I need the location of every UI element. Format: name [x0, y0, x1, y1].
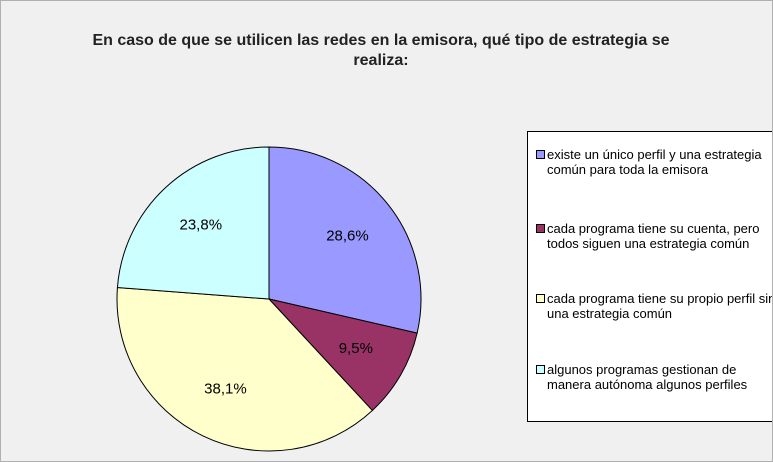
legend-entry: existe un único perfil y una estrategia …: [536, 147, 772, 177]
pie-plot: 28,6% 9,5% 38,1% 23,8%: [116, 146, 422, 452]
pie-slice: [268, 146, 422, 334]
legend-label: cada programa tiene su propio perfil sin…: [547, 291, 773, 321]
legend-entry: algunos programas gestionan de manera au…: [536, 362, 772, 392]
legend-swatch: [536, 365, 545, 374]
legend-swatch: [536, 294, 545, 303]
legend-entry: cada programa tiene su cuenta, pero todo…: [536, 221, 772, 251]
legend-label: existe un único perfil y una estrategia …: [547, 147, 762, 177]
pie-slice: [116, 146, 270, 300]
legend-label: cada programa tiene su cuenta, pero todo…: [547, 221, 760, 251]
legend-label: algunos programas gestionan de manera au…: [547, 362, 748, 392]
pie-slice: [116, 287, 374, 452]
data-label: 9,5%: [339, 340, 373, 357]
legend: existe un único perfil y una estrategia …: [527, 131, 773, 422]
legend-swatch: [536, 224, 545, 233]
chart-title: En caso de que se utilicen las redes en …: [92, 32, 670, 69]
data-label: 23,8%: [180, 216, 223, 233]
data-label: 28,6%: [326, 227, 369, 244]
data-label: 38,1%: [204, 380, 247, 397]
pie-slice: [267, 298, 418, 412]
legend-swatch: [536, 150, 545, 159]
legend-entry: cada programa tiene su propio perfil sin…: [536, 291, 773, 321]
